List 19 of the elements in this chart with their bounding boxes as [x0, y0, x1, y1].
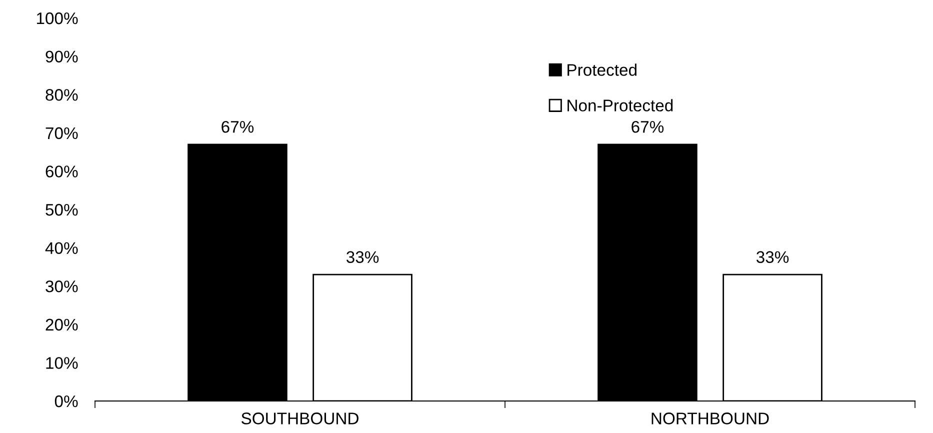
y-tick-label: 90%: [46, 50, 78, 63]
x-tick-label: NORTHBOUND: [652, 412, 769, 424]
data-label: 67%: [222, 120, 254, 133]
data-label: 33%: [756, 251, 789, 263]
y-tick-label: 20%: [46, 318, 78, 331]
y-tick-label: 50%: [46, 204, 78, 216]
y-tick-label: 80%: [46, 89, 78, 101]
y-tick-label: 40%: [45, 242, 78, 254]
y-tick-label: 0%: [54, 395, 78, 408]
y-tick-label: 100%: [36, 12, 78, 24]
legend-label: Protected: [568, 64, 636, 76]
data-label: 67%: [632, 120, 664, 133]
data-label: 33%: [346, 251, 379, 263]
y-tick-label: 70%: [46, 127, 78, 140]
y-tick-label: 30%: [46, 280, 78, 292]
legend-label: Non-Protected: [568, 99, 673, 112]
x-tick-label: SOUTHBOUND: [241, 412, 358, 424]
y-tick-label: 10%: [46, 357, 78, 369]
y-tick-label: 60%: [46, 166, 78, 178]
